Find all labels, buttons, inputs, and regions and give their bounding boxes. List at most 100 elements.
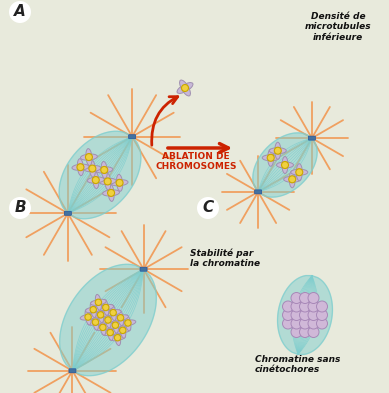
Ellipse shape	[84, 165, 101, 172]
Polygon shape	[60, 264, 156, 376]
FancyBboxPatch shape	[140, 267, 147, 271]
Circle shape	[291, 310, 302, 321]
Ellipse shape	[93, 312, 109, 318]
Text: Chromatine sans
cinétochores: Chromatine sans cinétochores	[255, 355, 340, 375]
Circle shape	[85, 314, 91, 320]
Circle shape	[92, 319, 99, 325]
Circle shape	[300, 292, 310, 303]
Ellipse shape	[95, 324, 111, 331]
Ellipse shape	[268, 149, 274, 166]
Ellipse shape	[89, 160, 95, 177]
Circle shape	[110, 309, 116, 316]
Ellipse shape	[116, 174, 123, 191]
Ellipse shape	[125, 315, 131, 331]
Circle shape	[114, 334, 121, 341]
Ellipse shape	[282, 156, 288, 173]
Ellipse shape	[177, 83, 193, 94]
Ellipse shape	[296, 164, 302, 181]
Circle shape	[291, 292, 302, 303]
Ellipse shape	[284, 176, 301, 182]
Ellipse shape	[100, 317, 116, 323]
Circle shape	[282, 318, 293, 329]
Circle shape	[103, 304, 109, 310]
Circle shape	[108, 189, 115, 196]
Circle shape	[97, 312, 104, 318]
Ellipse shape	[77, 159, 84, 176]
Circle shape	[282, 162, 289, 169]
Ellipse shape	[103, 299, 109, 315]
Circle shape	[117, 314, 124, 321]
Circle shape	[105, 317, 111, 323]
Ellipse shape	[91, 299, 106, 305]
Circle shape	[291, 301, 302, 312]
Ellipse shape	[115, 327, 131, 333]
FancyBboxPatch shape	[69, 369, 76, 373]
Circle shape	[296, 169, 303, 176]
Ellipse shape	[114, 330, 121, 345]
Ellipse shape	[96, 167, 113, 173]
Ellipse shape	[80, 314, 96, 320]
Circle shape	[112, 322, 119, 329]
Circle shape	[300, 301, 310, 312]
Ellipse shape	[88, 319, 103, 325]
Circle shape	[125, 320, 131, 326]
Circle shape	[282, 310, 293, 321]
Polygon shape	[59, 131, 141, 219]
Circle shape	[300, 327, 310, 338]
Ellipse shape	[100, 320, 106, 335]
Ellipse shape	[269, 148, 286, 154]
Circle shape	[289, 176, 296, 183]
Ellipse shape	[117, 310, 124, 326]
Ellipse shape	[113, 315, 128, 321]
Ellipse shape	[112, 317, 118, 333]
Circle shape	[104, 178, 111, 185]
Text: Densité de
microtubules
inférieure: Densité de microtubules inférieure	[305, 12, 371, 42]
FancyBboxPatch shape	[64, 211, 71, 215]
Ellipse shape	[110, 305, 116, 321]
Ellipse shape	[277, 162, 293, 168]
Circle shape	[308, 292, 319, 303]
Circle shape	[274, 147, 281, 154]
Circle shape	[86, 154, 93, 161]
Circle shape	[101, 167, 108, 173]
Text: A: A	[14, 4, 26, 20]
Ellipse shape	[111, 180, 128, 186]
Ellipse shape	[262, 155, 279, 161]
Ellipse shape	[105, 173, 111, 190]
Ellipse shape	[107, 325, 113, 340]
Ellipse shape	[105, 310, 121, 316]
Ellipse shape	[93, 314, 98, 330]
Ellipse shape	[180, 80, 191, 96]
Circle shape	[308, 310, 319, 321]
Circle shape	[267, 154, 274, 161]
Circle shape	[119, 327, 126, 334]
Ellipse shape	[99, 178, 116, 184]
Ellipse shape	[289, 171, 295, 188]
FancyBboxPatch shape	[129, 135, 136, 139]
Ellipse shape	[98, 305, 114, 310]
Circle shape	[300, 310, 310, 321]
Circle shape	[291, 327, 302, 338]
Ellipse shape	[120, 322, 126, 338]
Ellipse shape	[85, 309, 91, 325]
Text: B: B	[14, 200, 26, 215]
Circle shape	[197, 197, 219, 219]
Ellipse shape	[120, 320, 136, 326]
Circle shape	[92, 176, 99, 184]
Ellipse shape	[72, 164, 89, 170]
Ellipse shape	[103, 190, 119, 196]
Ellipse shape	[102, 329, 118, 336]
Circle shape	[282, 301, 293, 312]
Ellipse shape	[275, 142, 281, 159]
Circle shape	[182, 84, 189, 92]
Polygon shape	[253, 133, 317, 197]
Circle shape	[90, 307, 96, 313]
Ellipse shape	[110, 335, 126, 341]
Ellipse shape	[291, 169, 308, 175]
Circle shape	[317, 318, 328, 329]
Circle shape	[89, 165, 96, 172]
Ellipse shape	[105, 312, 111, 328]
Circle shape	[77, 164, 84, 171]
Circle shape	[308, 318, 319, 329]
Circle shape	[308, 327, 319, 338]
